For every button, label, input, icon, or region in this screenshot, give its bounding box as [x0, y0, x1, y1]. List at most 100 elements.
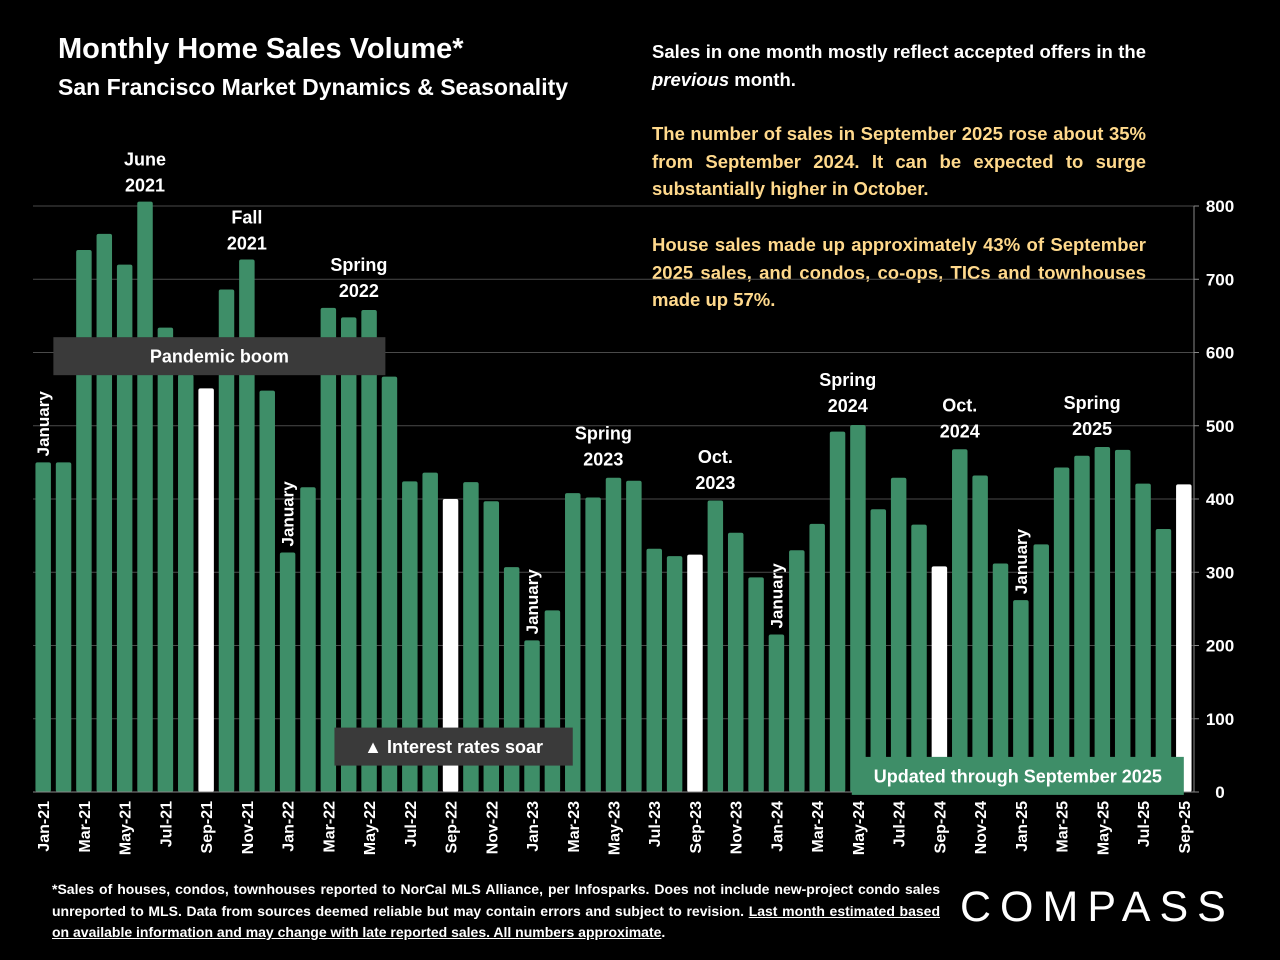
bar [1155, 529, 1172, 792]
annotation-line: 2023 [583, 450, 623, 470]
x-tick-label: Mar-25 [1055, 801, 1072, 853]
january-label: January [1012, 528, 1031, 594]
bar [565, 493, 581, 792]
bar [666, 556, 683, 792]
x-tick-label: Mar-22 [321, 801, 338, 853]
x-tick-label: Nov-24 [973, 801, 990, 854]
bar [585, 497, 601, 792]
annotation-line: Oct. [942, 396, 977, 416]
annotation-line: Spring [575, 424, 632, 444]
highlight-bar [442, 499, 459, 792]
january-label: January [523, 569, 542, 635]
y-tick-label: 500 [1206, 417, 1234, 436]
annotation-line: 2023 [695, 473, 735, 493]
annotation-line: Oct. [698, 447, 733, 467]
x-tick-label: Jan-23 [525, 801, 542, 852]
bar [646, 548, 662, 792]
x-tick-label: May-24 [851, 801, 868, 855]
footnote: *Sales of houses, condos, townhouses rep… [52, 879, 940, 944]
note-september-rise: The number of sales in September 2025 ro… [652, 123, 1146, 199]
bar [259, 390, 275, 792]
bar [463, 482, 479, 792]
x-tick-label: Sep-24 [932, 801, 949, 854]
bar [524, 640, 540, 792]
highlight-bar [198, 388, 214, 792]
annotation-line: 2024 [828, 396, 868, 416]
bar [626, 480, 642, 792]
x-tick-label: Nov-23 [729, 801, 746, 854]
bar [76, 249, 92, 792]
x-tick-label: Sep-21 [199, 801, 216, 854]
period-annotation: Spring 2025 [1064, 393, 1121, 439]
bar [768, 634, 785, 792]
bar [1033, 544, 1049, 792]
bar [96, 233, 113, 792]
annotation-line: 2021 [227, 233, 267, 253]
bar [748, 577, 764, 792]
annotation-line: 2025 [1072, 419, 1112, 439]
y-tick-label: 800 [1206, 197, 1234, 216]
bar [1094, 446, 1111, 792]
y-tick-label: 100 [1206, 710, 1234, 729]
period-annotation: Spring 2022 [330, 255, 387, 301]
footnote-underlined: Last month estimated based on available … [52, 902, 940, 941]
compass-logo: COMPASS [960, 883, 1235, 931]
x-tick-label: Nov-21 [240, 801, 257, 854]
bar [911, 524, 927, 792]
bar [402, 481, 418, 792]
note-house-share: House sales made up approximately 43% of… [652, 234, 1146, 310]
january-label: January [767, 563, 786, 629]
bar [707, 500, 724, 792]
x-tick-label: Mar-21 [77, 801, 94, 853]
x-tick-label: May-23 [607, 801, 624, 855]
annotation-line: Spring [330, 255, 387, 275]
bar [218, 289, 235, 792]
bar [320, 307, 337, 792]
bar [789, 550, 805, 792]
x-tick-label: May-22 [362, 801, 379, 855]
x-tick-label: Mar-24 [810, 801, 827, 853]
annotation-line: 2024 [940, 422, 980, 442]
y-tick-label: 400 [1206, 490, 1234, 509]
bar [809, 523, 825, 792]
bar [35, 462, 51, 792]
bar [890, 477, 907, 792]
y-tick-label: 700 [1206, 270, 1234, 289]
bar [116, 264, 133, 793]
x-tick-label: Sep-25 [1177, 801, 1194, 854]
bar [157, 327, 174, 792]
january-label: January [279, 481, 298, 547]
period-annotation: Oct. 2024 [940, 396, 980, 442]
x-tick-label: Jul-23 [647, 801, 664, 847]
x-tick-label: Jan-22 [281, 801, 298, 852]
bar [850, 425, 866, 792]
bar [972, 475, 988, 792]
x-tick-label: Jan-25 [1014, 801, 1031, 852]
callout-box [851, 756, 1184, 795]
bar [361, 310, 377, 792]
bar [1013, 600, 1029, 792]
x-tick-label: Mar-23 [566, 801, 583, 853]
x-tick-label: Sep-23 [688, 801, 705, 854]
bar [178, 374, 194, 792]
bar [1053, 467, 1070, 792]
y-tick-label: 600 [1206, 344, 1234, 363]
bar [422, 472, 438, 792]
period-annotation: Fall 2021 [227, 207, 267, 253]
x-tick-label: Jul-24 [892, 801, 909, 847]
bar [55, 462, 72, 792]
x-tick-label: May-21 [118, 801, 135, 855]
bar [239, 259, 255, 792]
footnote-end: . [661, 924, 666, 940]
bar [279, 552, 296, 792]
bar [870, 509, 887, 792]
bar [381, 376, 398, 792]
footnote-text: *Sales of houses, condos, townhouses rep… [52, 881, 940, 919]
bar [992, 563, 1009, 792]
y-tick-label: 0 [1215, 783, 1224, 802]
x-tick-label: Jul-25 [1136, 801, 1153, 847]
y-tick-label: 300 [1206, 563, 1234, 582]
period-annotation: Spring 2023 [575, 424, 632, 470]
highlight-bar [687, 554, 703, 792]
note-offers: Sales in one month mostly reflect accept… [652, 38, 1146, 93]
